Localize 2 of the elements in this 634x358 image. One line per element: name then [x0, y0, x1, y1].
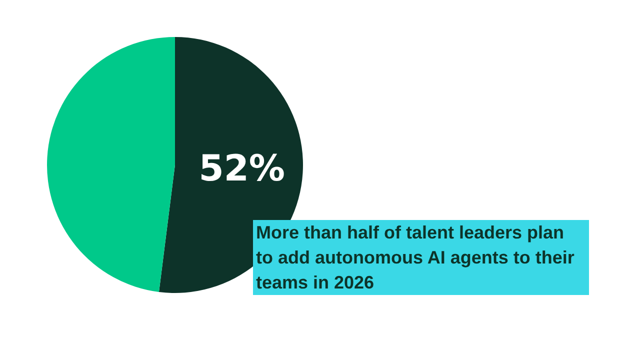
data-label: 52%: [198, 148, 285, 190]
text: More than half of talent leaders plan to add autonomous AI agents to their teams in 2026: [256, 222, 580, 292]
